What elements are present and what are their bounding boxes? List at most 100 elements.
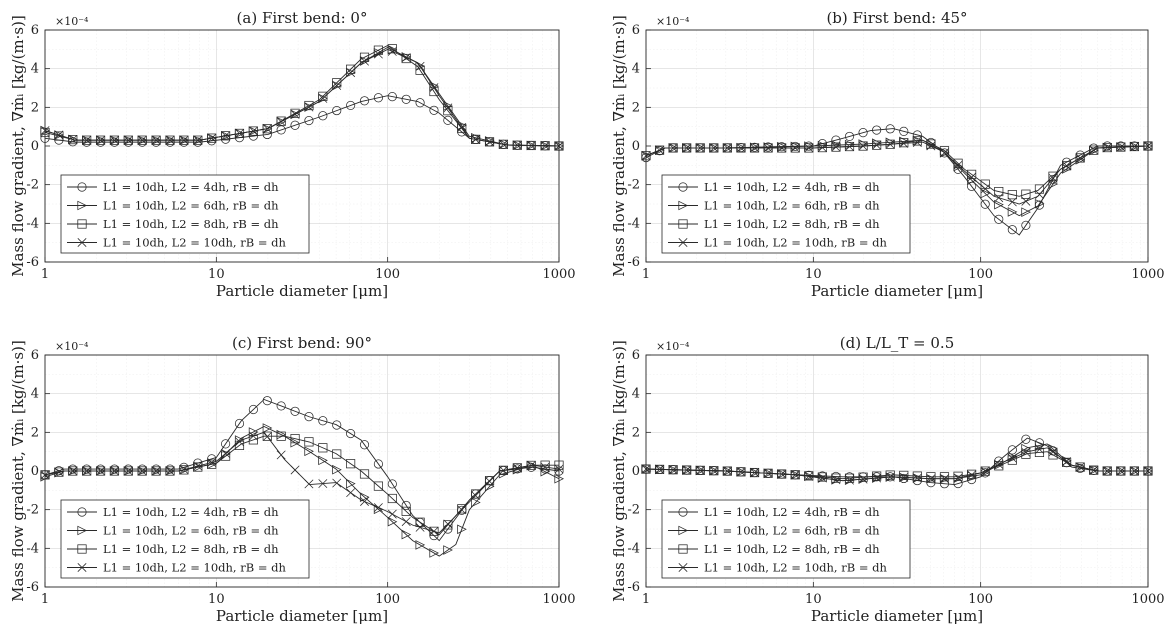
data-point [318, 443, 328, 453]
data-point [994, 193, 1004, 203]
series-line [44, 48, 560, 147]
data-point [540, 141, 550, 151]
legend-marker [678, 219, 688, 229]
data-point [373, 49, 383, 59]
data-point [831, 473, 841, 483]
y-tick-label: -2 [26, 503, 39, 518]
y-tick-label: 2 [632, 425, 640, 440]
data-point [471, 134, 481, 144]
data-point [872, 140, 882, 150]
data-point [207, 458, 217, 467]
data-point [207, 133, 217, 143]
data-point [165, 466, 175, 476]
data-point [443, 520, 453, 530]
data-point [318, 111, 328, 121]
data-point [1048, 447, 1058, 457]
data-point [137, 466, 147, 476]
data-point [54, 130, 64, 140]
data-point [304, 115, 314, 126]
data-point [96, 135, 106, 145]
y-tick-label: -6 [627, 580, 640, 595]
data-point [485, 137, 495, 147]
series-line [44, 44, 560, 147]
data-point [709, 143, 719, 153]
data-point [415, 61, 425, 71]
axis-multiplier: ×10⁻⁴ [55, 340, 89, 353]
data-point [1021, 220, 1031, 230]
data-point [1102, 143, 1112, 153]
data-point [817, 143, 827, 153]
subplot-1: 1 10 100 1000 -6 -4 -2 0 2 4 6 ×10⁻⁴ (a) First bend:… [9, 9, 576, 300]
data-point [68, 135, 78, 145]
data-point [540, 460, 550, 470]
data-point [276, 116, 286, 126]
subplot-title: (a) First bend: 0° [237, 9, 368, 27]
data-point [359, 440, 370, 450]
data-point [858, 141, 868, 151]
data-point [457, 123, 467, 134]
y-tick-label: -2 [627, 178, 640, 193]
data-point [763, 468, 773, 478]
subplot-4: 1 10 100 1000 -6 -4 -2 0 2 4 6 ×10⁻⁴ (d) L/L_T = 0.5… [610, 334, 1165, 625]
x-tick-label: 100 [375, 592, 400, 607]
data-point [722, 466, 732, 476]
data-point [82, 135, 92, 145]
data-point [332, 464, 342, 475]
data-point [885, 139, 895, 149]
data-point [235, 437, 244, 447]
y-axis-label: Mass flow gradient, ∇ṁᵢ [kg/(m·s)] [9, 340, 27, 602]
subplot-3: 1 10 100 1000 -6 -4 -2 0 2 4 6 ×10⁻⁴ (c) First bend:… [9, 334, 576, 625]
data-point [332, 106, 342, 116]
legend-label: L1 = 10dh, L2 = 10dh, rB = dh [704, 236, 887, 250]
data-point [994, 461, 1004, 471]
y-axis-label: Mass flow gradient, ∇ṁᵢ [kg/(m·s)] [610, 15, 628, 277]
data-point [373, 481, 383, 491]
data-point [1143, 466, 1153, 476]
data-point [207, 459, 217, 469]
data-point [668, 143, 678, 153]
data-point [82, 466, 92, 476]
x-tick-label: 10 [208, 592, 225, 607]
data-point [415, 540, 426, 550]
series-line [645, 447, 1148, 482]
data-point [967, 175, 977, 185]
data-point [276, 125, 286, 135]
legend-marker [678, 182, 688, 192]
data-point [926, 472, 936, 482]
data-point [1116, 466, 1126, 476]
data-point [429, 105, 439, 115]
data-point [858, 474, 868, 484]
data-point [790, 470, 800, 480]
data-point [655, 145, 665, 155]
data-point [290, 434, 300, 444]
data-point [109, 466, 119, 476]
y-tick-label: -6 [627, 255, 640, 270]
data-point [1062, 457, 1072, 467]
data-point [276, 450, 286, 460]
data-point [443, 115, 453, 125]
data-point [248, 404, 258, 415]
legend: L1 = 10dh, L2 = 4dh, rB = dh L1 = 10dh, L… [60, 174, 310, 254]
data-point [695, 143, 705, 153]
x-tick-label: 1 [41, 592, 49, 607]
data-point [831, 142, 841, 152]
legend-box [661, 499, 911, 579]
data-point [262, 124, 272, 134]
y-tick-label: 6 [632, 23, 640, 38]
data-point [137, 135, 147, 145]
legend-label: L1 = 10dh, L2 = 10dh, rB = dh [103, 236, 286, 250]
data-point [401, 53, 411, 63]
legend-label: L1 = 10dh, L2 = 10dh, rB = dh [103, 561, 286, 575]
x-tick-label: 100 [968, 267, 993, 282]
data-point [655, 464, 665, 474]
y-tick-label: 4 [31, 387, 39, 402]
data-point [290, 108, 300, 118]
data-point [722, 143, 732, 153]
data-point [457, 505, 467, 515]
data-point [387, 493, 397, 504]
data-point [40, 470, 50, 480]
data-point [262, 432, 272, 442]
series-line [645, 437, 1148, 485]
data-point [953, 471, 963, 481]
legend-label: L1 = 10dh, L2 = 8dh, rB = dh [704, 542, 880, 556]
